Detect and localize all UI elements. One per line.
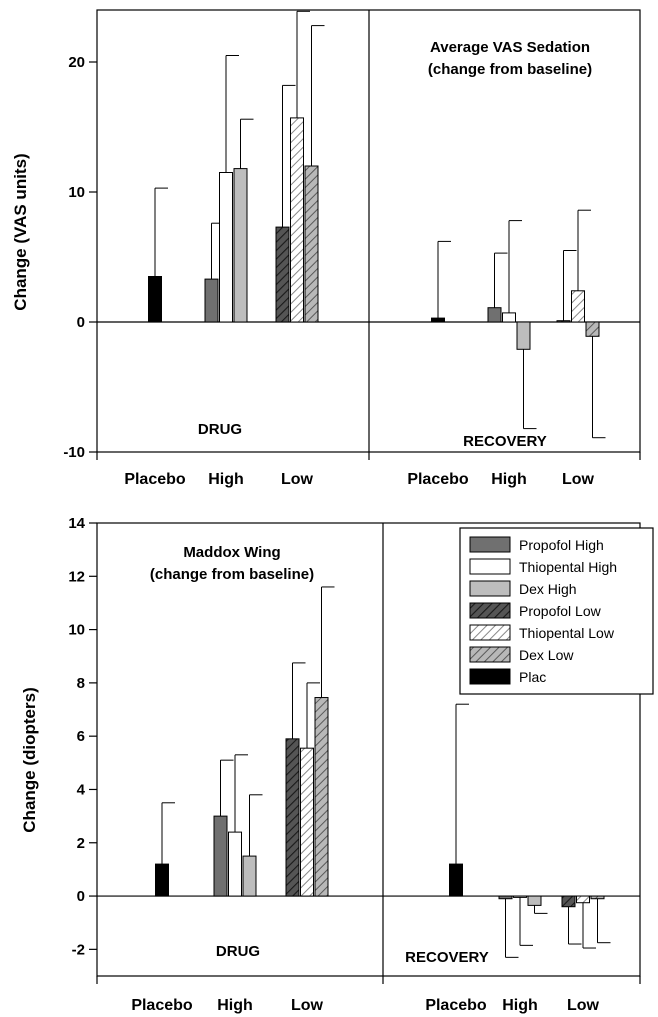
legend-swatch <box>469 646 511 663</box>
bar-thiopental-high <box>513 895 527 898</box>
bar-dex-high <box>516 321 531 350</box>
bar-dex-low <box>304 165 319 323</box>
y-tick-label: 8 <box>77 675 85 692</box>
x-category-label: Low <box>291 997 324 1014</box>
bar-thiopental-low <box>300 747 314 897</box>
x-category-label: Low <box>567 997 600 1014</box>
bar-propofol-low <box>285 738 300 897</box>
bar-dex-low <box>585 321 600 337</box>
bar-propofol-low <box>275 226 290 323</box>
chart2-ylabel: Change (diopters) <box>20 687 39 832</box>
maddox-wing-chart: Change (diopters) Maddox Wing (change fr… <box>20 515 641 1014</box>
legend-swatch <box>469 580 511 597</box>
legend-label: Propofol High <box>519 537 604 553</box>
y-tick-label: 6 <box>77 728 85 745</box>
plot-frame <box>96 522 641 977</box>
y-tick-label: 0 <box>77 888 85 905</box>
bar-propofol-high <box>204 278 219 323</box>
bar-plac <box>148 276 162 323</box>
bar-plac <box>431 317 445 323</box>
vas-sedation-chart: Change (VAS units) Average VAS Sedation … <box>11 9 641 488</box>
bar-propofol-high <box>498 895 513 900</box>
chart2-panel-drug: DRUG <box>216 943 260 960</box>
legend-swatch <box>469 536 511 553</box>
legend-label: Dex Low <box>519 647 574 663</box>
chart2-subtitle: (change from baseline) <box>150 566 314 583</box>
legend-label: Thiopental Low <box>519 625 615 641</box>
legend-label: Plac <box>519 669 546 685</box>
x-category-label: Low <box>281 471 314 488</box>
legend-label: Thiopental High <box>519 559 617 575</box>
y-tick-label: 10 <box>68 622 85 639</box>
chart1-title: Average VAS Sedation <box>430 39 590 56</box>
bar-propofol-high <box>487 307 502 323</box>
chart1-subtitle: (change from baseline) <box>428 61 592 78</box>
bar-thiopental-low <box>571 290 585 323</box>
x-category-label: Placebo <box>407 471 469 488</box>
bar-thiopental-high <box>502 312 516 323</box>
x-category-label: High <box>208 471 244 488</box>
bar-dex-low <box>590 895 605 900</box>
legend: Propofol High Thiopental High Dex High Prop… <box>459 527 654 695</box>
bar-thiopental-high <box>219 172 233 323</box>
bar-plac <box>449 863 463 897</box>
x-category-label: Low <box>562 471 595 488</box>
chart1-panel-recovery: RECOVERY <box>463 433 547 450</box>
x-category-label: Placebo <box>131 997 193 1014</box>
bar-propofol-high <box>213 815 228 897</box>
bar-dex-high <box>527 895 542 906</box>
bar-dex-high <box>242 855 257 897</box>
y-tick-label: 12 <box>68 568 85 585</box>
bar-thiopental-low <box>576 895 590 904</box>
legend-label: Dex High <box>519 581 577 597</box>
y-tick-label: -10 <box>63 444 85 461</box>
legend-label: Propofol Low <box>519 603 602 619</box>
bar-propofol-low <box>556 320 571 323</box>
legend-swatch <box>469 558 511 575</box>
bar-propofol-low <box>561 895 576 908</box>
x-category-label: High <box>502 997 538 1014</box>
legend-swatch <box>469 624 511 641</box>
x-category-label: Placebo <box>124 471 186 488</box>
y-tick-label: 20 <box>68 54 85 71</box>
chart2-panel-recovery: RECOVERY <box>405 949 489 966</box>
y-tick-label: 2 <box>77 835 85 852</box>
y-tick-label: -2 <box>72 941 85 958</box>
y-tick-label: 4 <box>77 781 86 798</box>
y-tick-label: 14 <box>68 515 85 532</box>
x-category-label: High <box>217 997 253 1014</box>
bar-dex-low <box>314 697 329 897</box>
bar-dex-high <box>233 168 248 323</box>
chart2-title: Maddox Wing <box>183 544 280 561</box>
legend-swatch <box>469 668 511 685</box>
x-category-label: Placebo <box>425 997 487 1014</box>
y-tick-label: 10 <box>68 184 85 201</box>
chart1-ylabel: Change (VAS units) <box>11 153 30 310</box>
chart1-panel-drug: DRUG <box>198 421 242 438</box>
bar-thiopental-low <box>290 117 304 323</box>
legend-swatch <box>469 602 511 619</box>
y-tick-label: 0 <box>77 314 85 331</box>
bar-plac <box>155 863 169 897</box>
x-category-label: High <box>491 471 527 488</box>
bar-thiopental-high <box>228 831 242 897</box>
